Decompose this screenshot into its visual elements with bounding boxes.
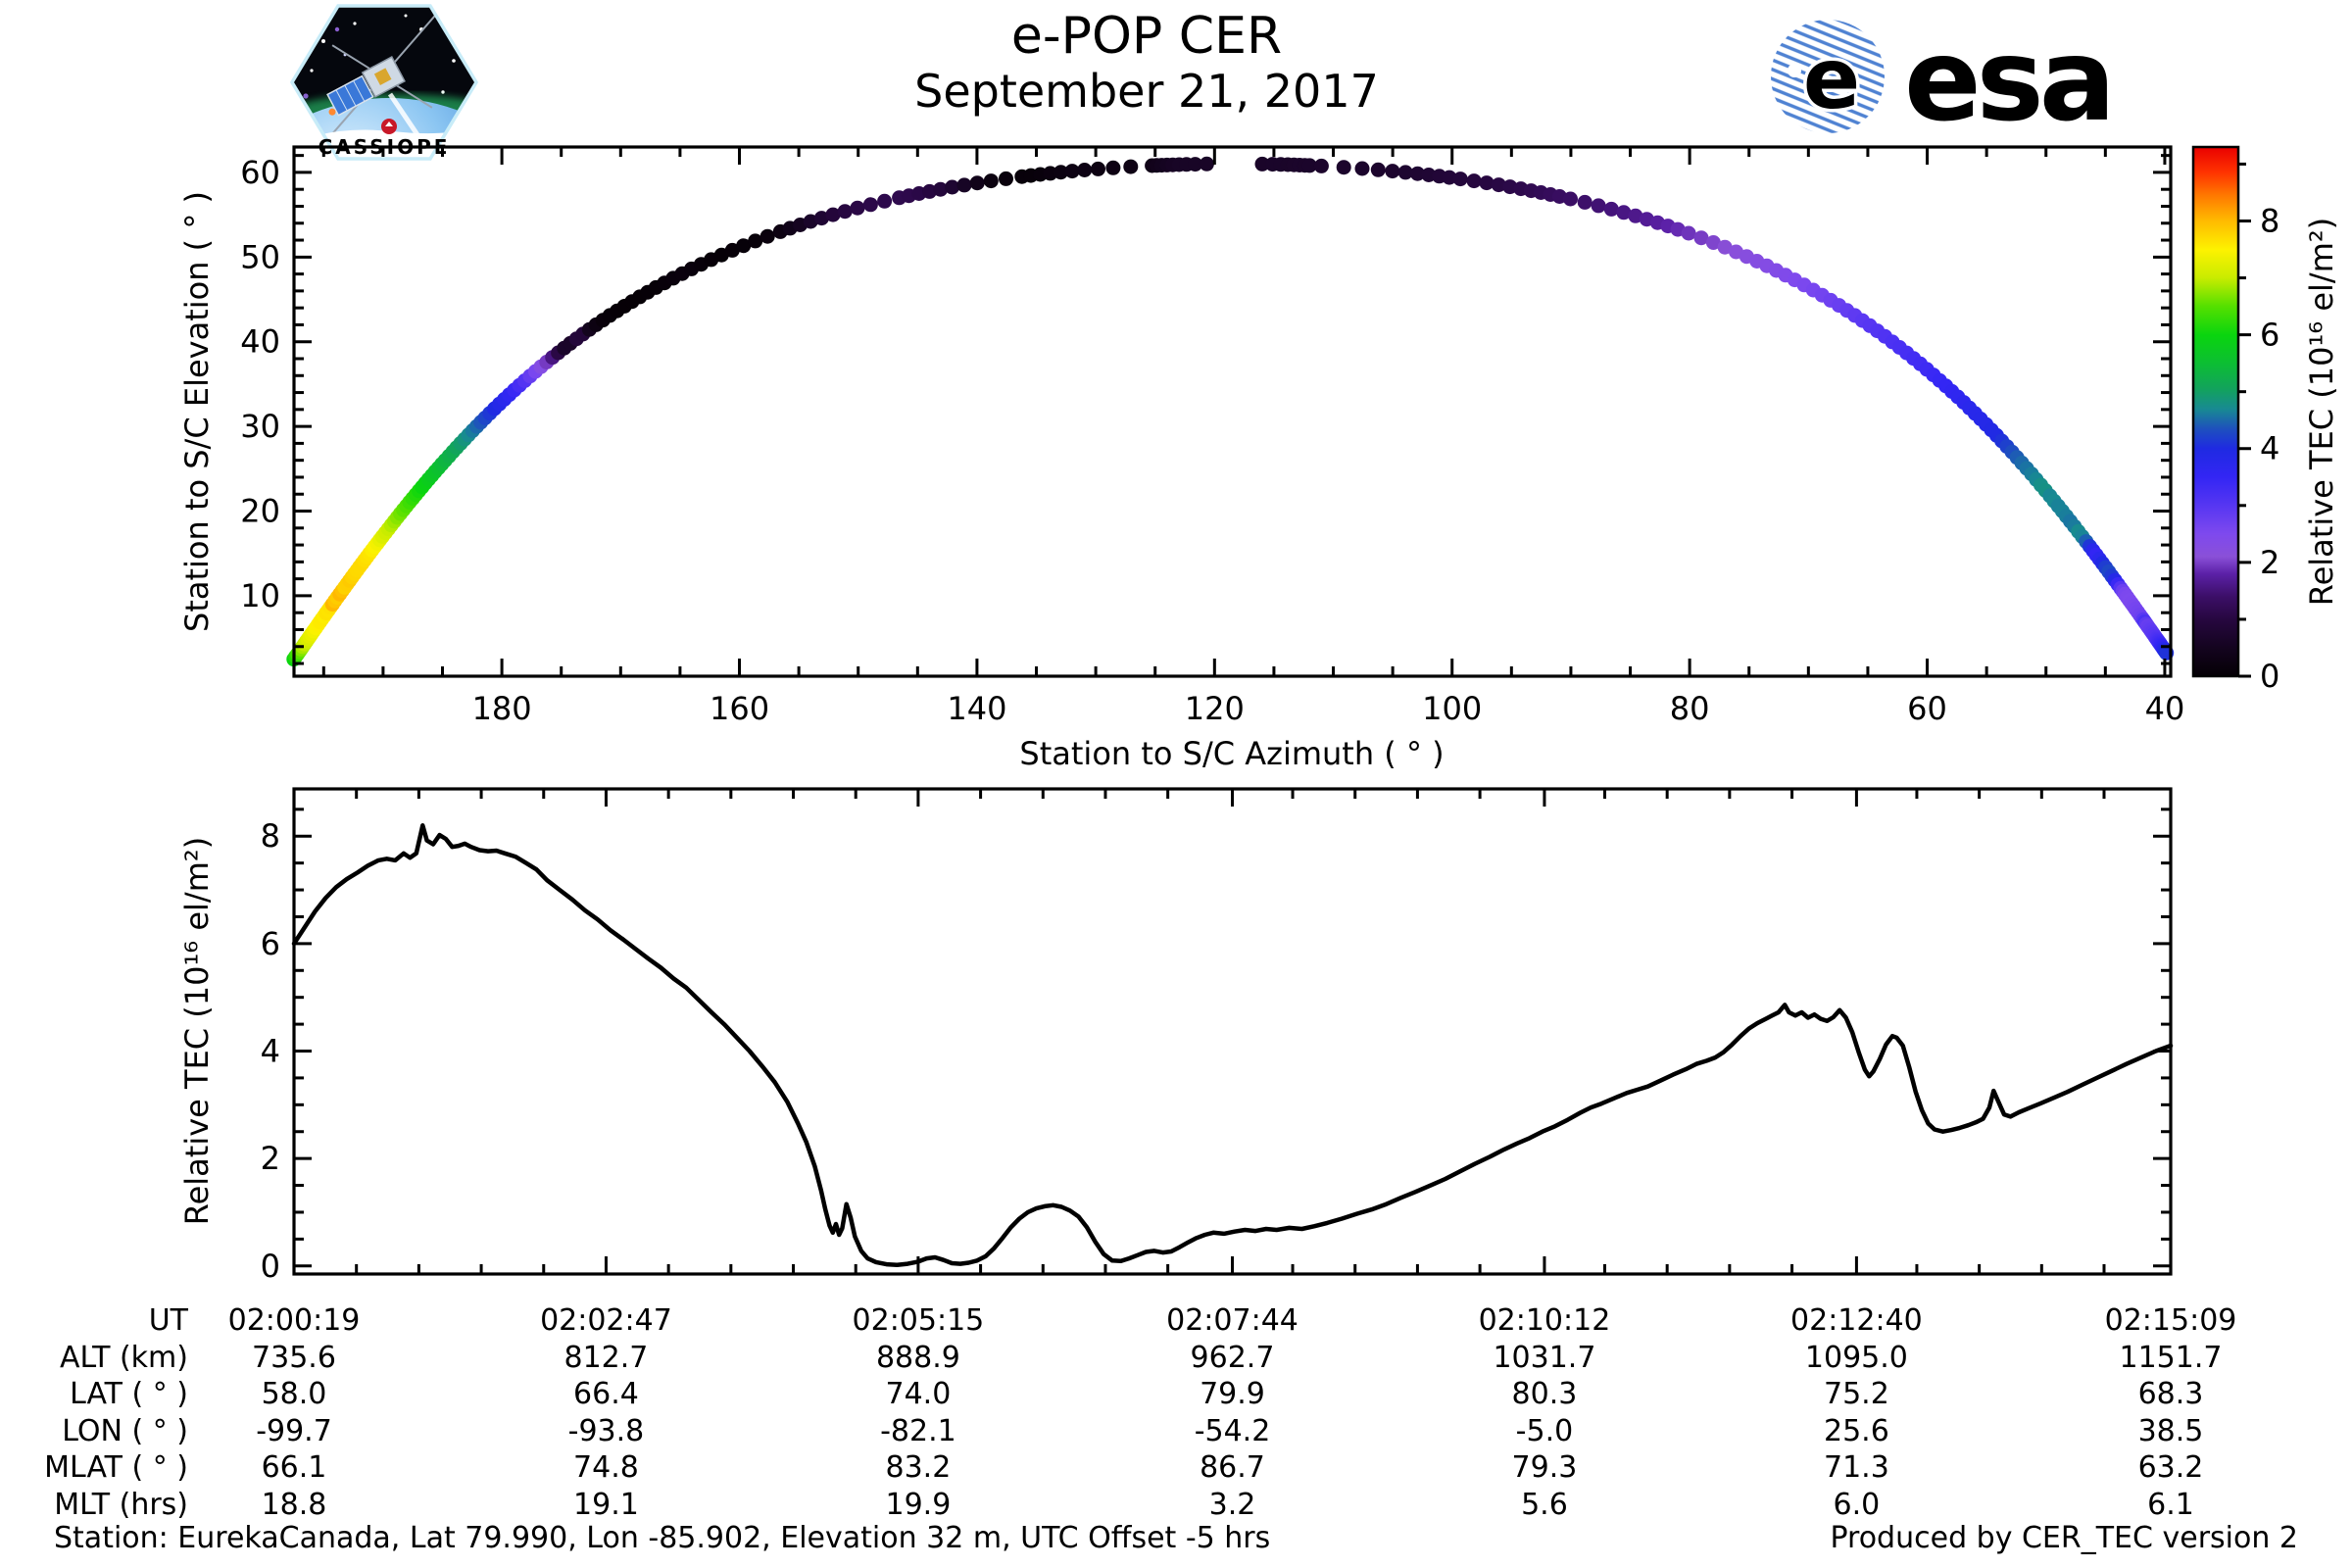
skyplot-track bbox=[286, 156, 2175, 667]
table-cell-ut: 02:15:09 bbox=[2104, 1303, 2237, 1338]
tec-ytick-label: 4 bbox=[261, 1033, 280, 1070]
table-cell: 735.6 bbox=[252, 1340, 336, 1375]
table-cell: 80.3 bbox=[1511, 1377, 1578, 1412]
table-cell: 68.3 bbox=[2137, 1377, 2204, 1412]
colorbar: 0 2 4 6 8 bbox=[2191, 145, 2279, 695]
table-cell: 1031.7 bbox=[1493, 1340, 1596, 1375]
table-cell: 63.2 bbox=[2137, 1450, 2204, 1486]
table-cell: 66.1 bbox=[261, 1450, 327, 1486]
colorbar-tick-label: 0 bbox=[2260, 658, 2279, 695]
skyplot-xtick-label: 100 bbox=[1422, 690, 1482, 727]
skyplot: 180 160 140 120 100 80 60 40 10 20 30 40 50 60 bbox=[240, 145, 2185, 727]
skyplot-ytick-label: 30 bbox=[240, 408, 280, 445]
skyplot-xtick-label: 140 bbox=[947, 690, 1006, 727]
table-cell-ut: 02:10:12 bbox=[1478, 1303, 1611, 1338]
table-row-label: LON ( ° ) bbox=[62, 1413, 188, 1448]
table-row-label: UT bbox=[148, 1303, 188, 1338]
table-cell: -82.1 bbox=[880, 1413, 956, 1448]
skyplot-ytick-label: 50 bbox=[240, 238, 280, 275]
table-cell: 18.8 bbox=[261, 1488, 327, 1522]
table-row-label: MLT (hrs) bbox=[54, 1488, 188, 1522]
skyplot-xtick-label: 60 bbox=[1907, 690, 1947, 727]
table-row-label: ALT (km) bbox=[60, 1340, 188, 1375]
skyplot-ytick-label: 40 bbox=[240, 323, 280, 361]
table-cell: 58.0 bbox=[261, 1377, 327, 1412]
skyplot-ytick-label: 20 bbox=[240, 493, 280, 530]
skyplot-xtick-label: 80 bbox=[1670, 690, 1710, 727]
footer-station: Station: EurekaCanada, Lat 79.990, Lon -… bbox=[54, 1521, 1271, 1555]
footer-produced: Produced by CER_TEC version 2 bbox=[1830, 1521, 2298, 1555]
table-cell: 79.3 bbox=[1511, 1450, 1578, 1486]
table-cell-ut: 02:02:47 bbox=[540, 1303, 672, 1338]
table-cell: 75.2 bbox=[1823, 1377, 1889, 1412]
table-cell: 888.9 bbox=[875, 1340, 960, 1375]
tec-ytick-label: 8 bbox=[261, 817, 280, 855]
table-cell: 5.6 bbox=[1521, 1488, 1568, 1522]
colorbar-tick-label: 4 bbox=[2260, 430, 2279, 467]
table-cell: 74.8 bbox=[573, 1450, 639, 1486]
table-cell: 19.1 bbox=[573, 1488, 639, 1522]
title-block: e-POP CER September 21, 2017 bbox=[755, 8, 1539, 118]
table-cell: 962.7 bbox=[1190, 1340, 1275, 1375]
skyplot-xtick-label: 160 bbox=[710, 690, 769, 727]
table-cell: 812.7 bbox=[564, 1340, 649, 1375]
table-cell-ut: 02:00:19 bbox=[227, 1303, 361, 1338]
skyplot-xlabel: Station to S/C Azimuth ( ° ) bbox=[1019, 735, 1444, 772]
table-cell: 38.5 bbox=[2137, 1413, 2204, 1448]
figure-date: September 21, 2017 bbox=[914, 65, 1379, 118]
table-row-label: LAT ( ° ) bbox=[70, 1377, 188, 1412]
table-cell: 71.3 bbox=[1823, 1450, 1889, 1486]
table-cell: 6.0 bbox=[1833, 1488, 1881, 1522]
colorbar-label: Relative TEC (10¹⁶ el/m²) bbox=[2303, 218, 2340, 606]
table-cell: 86.7 bbox=[1200, 1450, 1265, 1486]
tec-plot: 0 2 4 6 8 bbox=[261, 787, 2174, 1285]
table-cell: -54.2 bbox=[1194, 1413, 1271, 1448]
tec-ytick-label: 2 bbox=[261, 1140, 280, 1177]
colorbar-tick-label: 8 bbox=[2260, 202, 2279, 239]
table-cell: 6.1 bbox=[2147, 1488, 2194, 1522]
table-row-label: MLAT ( ° ) bbox=[44, 1450, 188, 1486]
table-cell: -5.0 bbox=[1515, 1413, 1574, 1448]
table-cell: 66.4 bbox=[573, 1377, 639, 1412]
esa-wordmark: esa bbox=[1904, 15, 2111, 144]
table-cell-ut: 02:05:15 bbox=[852, 1303, 985, 1338]
esa-globe-icon bbox=[1771, 20, 1885, 133]
table-cell: 1095.0 bbox=[1804, 1340, 1908, 1375]
patch-satellite bbox=[326, 14, 437, 139]
table-cell-ut: 02:12:40 bbox=[1790, 1303, 1923, 1338]
skyplot-xtick-label: 40 bbox=[2145, 690, 2185, 727]
esa-globe-letter: e bbox=[1803, 30, 1860, 128]
table-cell: 79.9 bbox=[1200, 1377, 1265, 1412]
table-cell-ut: 02:07:44 bbox=[1166, 1303, 1298, 1338]
figure-title: e-POP CER bbox=[1010, 7, 1283, 66]
table-cell: 19.9 bbox=[885, 1488, 952, 1522]
table-cell: 74.0 bbox=[885, 1377, 952, 1412]
colorbar-gradient bbox=[2191, 145, 2240, 678]
esa-logo: e esa bbox=[1771, 15, 2116, 144]
tec-ylabel: Relative TEC (10¹⁶ el/m²) bbox=[178, 837, 216, 1225]
tec-ytick-label: 0 bbox=[261, 1248, 280, 1285]
tec-line bbox=[291, 823, 2174, 1267]
skyplot-xtick-label: 180 bbox=[472, 690, 532, 727]
table-cell: 83.2 bbox=[885, 1450, 952, 1486]
table-cell: -93.8 bbox=[567, 1413, 645, 1448]
colorbar-tick-label: 6 bbox=[2260, 317, 2279, 354]
table-cell: -99.7 bbox=[256, 1413, 332, 1448]
table-cell: 25.6 bbox=[1823, 1413, 1889, 1448]
skyplot-ytick-label: 60 bbox=[240, 154, 280, 191]
skyplot-ytick-label: 10 bbox=[240, 577, 280, 614]
tec-ytick-label: 6 bbox=[261, 925, 280, 962]
skyplot-xtick-label: 120 bbox=[1185, 690, 1245, 727]
colorbar-tick-label: 2 bbox=[2260, 544, 2279, 581]
table-cell: 1151.7 bbox=[2119, 1340, 2223, 1375]
skyplot-ylabel: Station to S/C Elevation ( ° ) bbox=[178, 191, 216, 632]
table-cell: 3.2 bbox=[1208, 1488, 1256, 1522]
